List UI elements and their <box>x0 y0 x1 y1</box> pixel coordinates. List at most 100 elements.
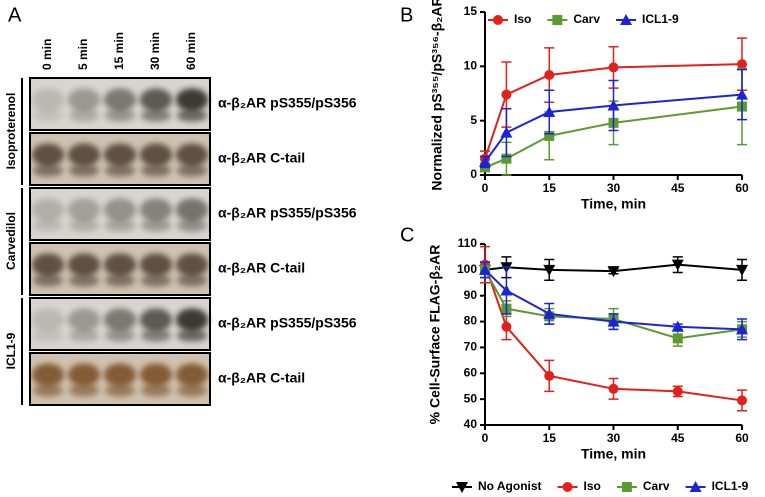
blot-band <box>140 329 172 342</box>
marker <box>621 482 632 492</box>
marker <box>501 321 512 332</box>
blot-band <box>103 308 137 332</box>
legend-label: Iso <box>584 479 601 493</box>
blot-band <box>103 363 137 387</box>
x-tick-label: 45 <box>671 181 685 195</box>
blot-band <box>103 143 137 167</box>
marker <box>672 386 683 397</box>
blot-band <box>140 219 172 232</box>
x-tick-label: 15 <box>543 181 557 195</box>
blot-band <box>175 88 209 112</box>
blot-band <box>176 219 208 232</box>
blot-band <box>139 198 173 222</box>
y-tick-label: 40 <box>464 417 478 431</box>
blot-band <box>103 88 137 112</box>
blot-band <box>67 88 101 112</box>
blot-band <box>31 143 65 167</box>
blot-band <box>176 274 208 287</box>
y-tick-label: 100 <box>457 262 477 276</box>
blot-band <box>68 164 100 177</box>
blot-band <box>139 308 173 332</box>
marker <box>736 88 748 100</box>
y-axis-label: % Cell-Surface FLAG-β₂AR <box>427 245 443 425</box>
blot-band <box>68 219 100 232</box>
marker <box>456 482 468 493</box>
panel-label: A <box>8 4 22 26</box>
y-tick-label: 0 <box>470 167 477 181</box>
legend-label: Carv <box>643 479 670 493</box>
marker <box>543 264 556 276</box>
marker <box>543 307 556 319</box>
blot-band <box>104 384 136 397</box>
marker <box>671 259 684 271</box>
marker <box>689 481 702 492</box>
y-tick-label: 10 <box>464 59 478 73</box>
blot-band <box>32 384 64 397</box>
marker <box>607 266 620 278</box>
x-tick-label: 30 <box>607 431 621 445</box>
marker <box>544 70 555 81</box>
marker <box>607 315 620 327</box>
blot-label: α-β₂AR C-tail <box>218 150 305 166</box>
y-tick-label: 80 <box>464 314 478 328</box>
y-tick-label: 90 <box>464 288 478 302</box>
marker <box>672 333 683 344</box>
blot-band <box>175 253 209 277</box>
lane-label: 0 min <box>40 39 54 70</box>
blot-band <box>175 143 209 167</box>
marker <box>500 284 513 296</box>
blot-band <box>139 143 173 167</box>
marker <box>736 323 748 335</box>
blot-band <box>31 88 65 112</box>
x-axis-label: Time, min <box>581 446 646 462</box>
blot-band <box>31 253 65 277</box>
blot-band <box>140 164 172 177</box>
blot-band <box>67 363 101 387</box>
lane-label: 5 min <box>76 39 90 70</box>
y-tick-label: 15 <box>464 4 478 18</box>
blot-band <box>176 384 208 397</box>
blot-band <box>176 109 208 122</box>
blot-label: α-β₂AR C-tail <box>218 260 305 276</box>
y-tick-label: 70 <box>464 340 478 354</box>
marker <box>562 482 573 492</box>
x-axis-label: Time, min <box>581 196 646 212</box>
x-tick-label: 30 <box>607 181 621 195</box>
blot-band <box>104 274 136 287</box>
x-tick-label: 60 <box>735 181 749 195</box>
marker <box>493 15 503 25</box>
blot-band <box>67 308 101 332</box>
blot-band <box>32 164 64 177</box>
blot-band <box>140 109 172 122</box>
y-tick-label: 110 <box>458 236 478 250</box>
blot-band <box>32 274 64 287</box>
y-tick-label: 50 <box>464 391 478 405</box>
blot-label: α-β₂AR C-tail <box>218 370 305 386</box>
blot-band <box>104 109 136 122</box>
panel-label: B <box>400 4 413 26</box>
group-label: ICL1-9 <box>4 332 18 369</box>
legend-label: Carv <box>573 12 600 26</box>
y-tick-label: 5 <box>470 113 477 127</box>
marker <box>544 130 555 141</box>
marker <box>620 14 633 25</box>
legend-label: No Agonist <box>478 479 542 493</box>
x-tick-label: 0 <box>482 181 489 195</box>
blot-band <box>31 198 65 222</box>
blot-band <box>68 109 100 122</box>
marker <box>607 99 620 111</box>
lane-label: 60 min <box>184 32 198 70</box>
blot-band <box>104 219 136 232</box>
blot-band <box>175 363 209 387</box>
blot-band <box>103 198 137 222</box>
y-axis-label: Normalized pS³⁵⁵/pS³⁵⁶-β₂AR <box>429 0 445 191</box>
blot-band <box>139 88 173 112</box>
blot-band <box>103 253 137 277</box>
blot-band <box>139 253 173 277</box>
blot-label: α-β₂AR pS355/pS356 <box>218 205 357 221</box>
blot-band <box>175 308 209 332</box>
group-label: Isoproterenol <box>4 93 18 170</box>
blot-band <box>175 198 209 222</box>
marker <box>737 59 747 70</box>
